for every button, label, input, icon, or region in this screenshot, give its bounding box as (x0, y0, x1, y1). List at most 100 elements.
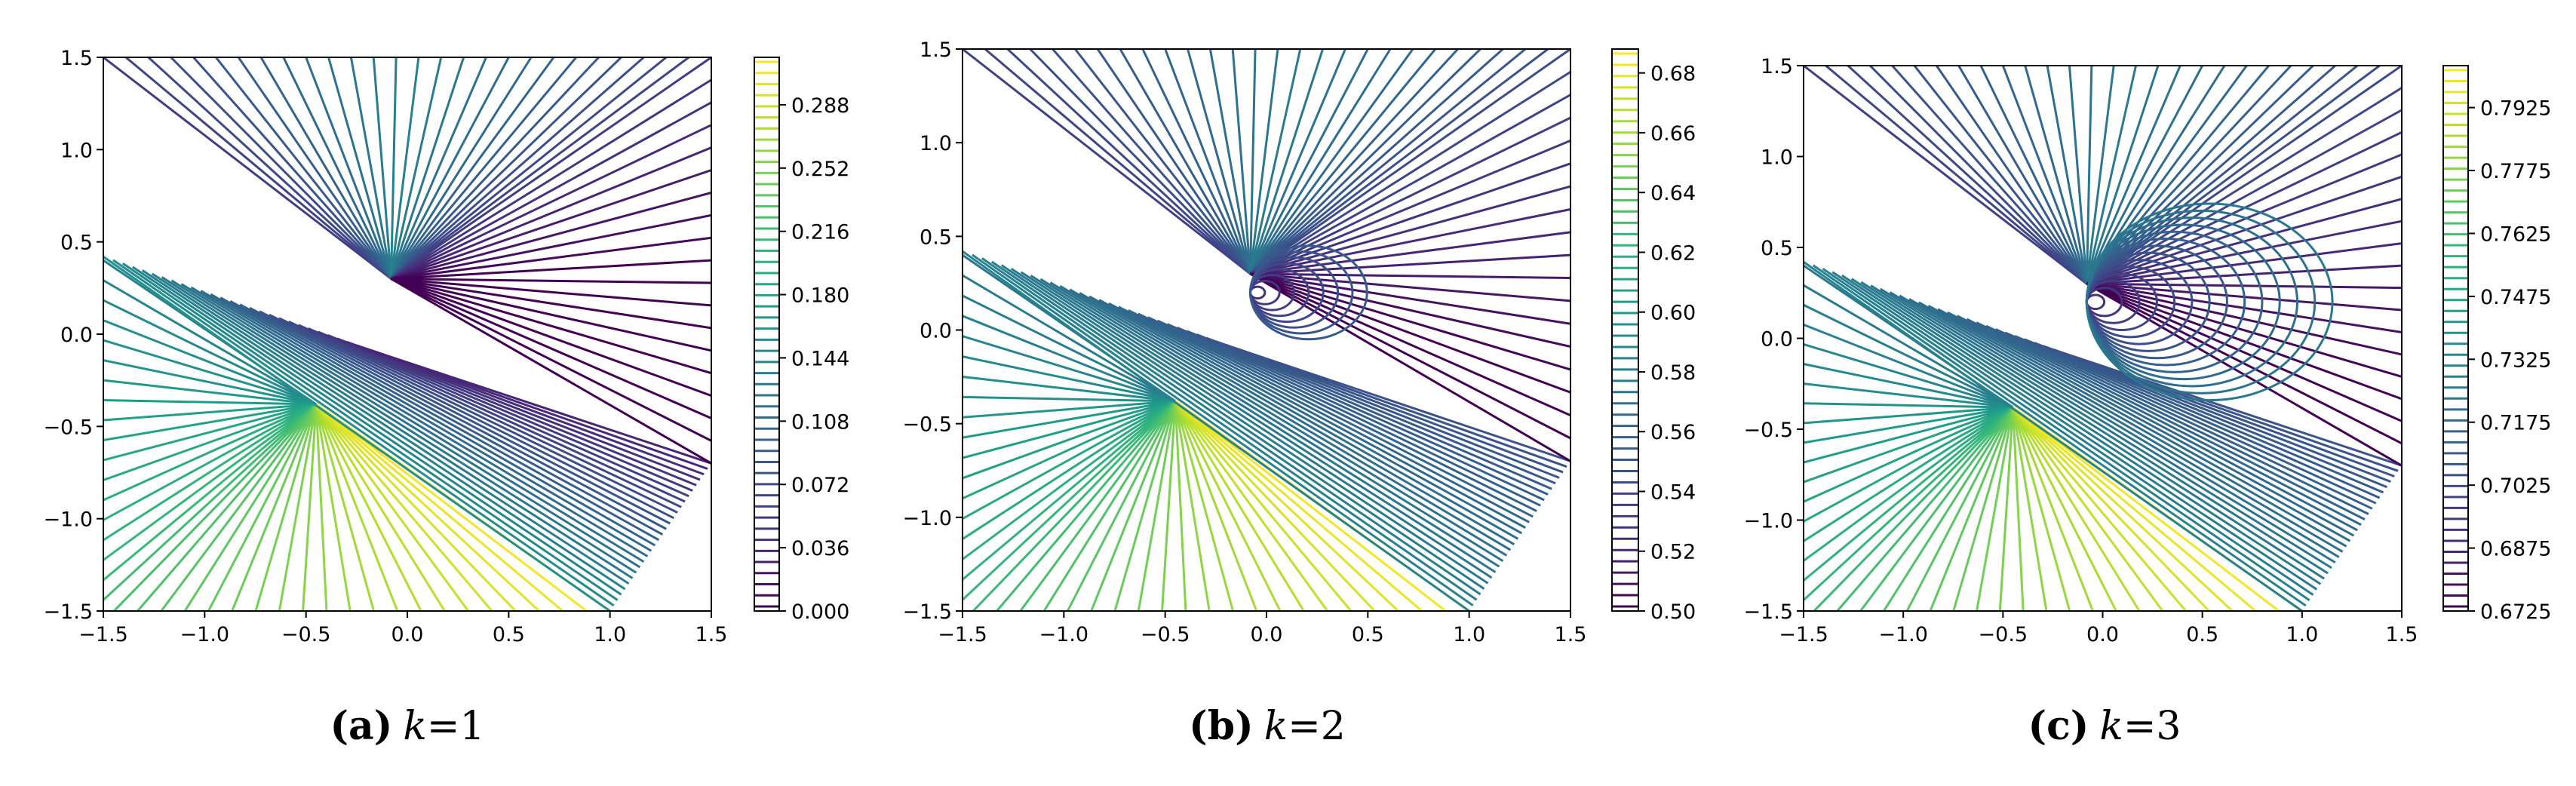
y-tick-label: 0.5 (1761, 237, 1793, 260)
contour-line (1176, 326, 1552, 490)
contour-line (288, 320, 682, 508)
colorbar-tick-label: 0.52 (1650, 541, 1696, 564)
contour-line (2012, 407, 2164, 611)
contour-line (2068, 66, 2088, 284)
y-tick-label: −1.5 (43, 600, 93, 624)
contour-line (1804, 406, 2014, 523)
caption-label: (b) (1189, 703, 1254, 749)
contour-line (1249, 49, 1527, 275)
contour-line (131, 266, 622, 596)
contour-line (124, 57, 392, 280)
contour-line (1249, 49, 1302, 275)
contour-line (269, 313, 674, 520)
contour-line (1937, 308, 2355, 537)
contour-line (391, 278, 711, 307)
contour-line (1164, 49, 1251, 275)
contour-line (210, 293, 652, 552)
contour-line (2012, 407, 2117, 611)
contour-line (1913, 66, 2088, 285)
contour-line (103, 403, 317, 442)
contour-line (2086, 282, 2402, 445)
contour-line (231, 404, 318, 611)
colorbar-tick-label: 0.64 (1650, 182, 1696, 205)
x-tick-label: 0.0 (391, 623, 424, 646)
contour-line (315, 404, 469, 611)
y-tick-label: −1.5 (902, 600, 952, 624)
contour-line (963, 400, 1176, 419)
contour-line (963, 400, 1176, 540)
contour-line (391, 278, 711, 284)
contour-line (1137, 401, 1177, 611)
y-tick-label: 0.0 (920, 320, 952, 343)
contour-line (2012, 407, 2071, 611)
contour-line (239, 303, 664, 536)
colorbar-tick-label: 0.252 (791, 158, 849, 181)
contour-line (2012, 407, 2187, 611)
contour-line (390, 146, 711, 280)
contour-line (103, 359, 317, 406)
contour-line (1049, 281, 1504, 563)
contour-line (390, 57, 487, 280)
y-tick-label: 0.0 (60, 324, 93, 347)
colorbar-frame (1611, 48, 1639, 612)
contour-line (2012, 407, 2025, 611)
contour-loop (1249, 285, 1267, 300)
contour-line (2012, 407, 2048, 611)
subfigure-caption: (a) k=1 (330, 703, 484, 749)
contour-line (113, 403, 318, 611)
caption-variable: k (2099, 704, 2123, 749)
contour-line (315, 403, 564, 611)
contour-line (1141, 49, 1251, 275)
contour-line (981, 257, 1478, 601)
contour-line (2024, 338, 2387, 489)
x-tick-label: 0.0 (1251, 623, 1283, 646)
contour-line (315, 403, 588, 611)
contour-line (1804, 261, 2303, 611)
contour-line (1804, 406, 2013, 464)
contour-line (1249, 116, 1570, 275)
contour-line (1804, 343, 2013, 409)
contour-line (1006, 49, 1251, 275)
contour-line (170, 57, 392, 280)
colorbar-tick-label: 0.56 (1650, 421, 1696, 444)
contour-line (1908, 298, 2344, 553)
contour-line (2012, 406, 2234, 611)
contour-line (390, 57, 578, 280)
y-tick-label: 1.5 (60, 47, 93, 70)
contour-line (200, 290, 649, 557)
contour-line (259, 310, 671, 525)
contour-line (103, 319, 317, 406)
contour-line (390, 57, 711, 280)
y-tick-label: 1.0 (60, 139, 93, 162)
y-tick-label: −1.0 (1743, 510, 1793, 533)
contour-line (1850, 278, 2322, 585)
contour-line (1118, 305, 1530, 523)
contour-line (1186, 330, 1556, 485)
contour-lines (963, 49, 1570, 611)
subfigure-caption: (c) k=3 (2028, 703, 2181, 749)
contour-line (1825, 66, 2088, 285)
contour-line (327, 334, 697, 487)
contour-line (1804, 363, 2013, 409)
contour-line (2014, 335, 2384, 494)
caption-value: =1 (427, 704, 485, 749)
contour-line (1052, 49, 1251, 275)
contour-line (1804, 406, 2014, 562)
contour-line (1249, 94, 1570, 275)
contour-line (1249, 49, 1570, 275)
caption-variable: k (1264, 704, 1288, 749)
contour-line (1249, 49, 1504, 275)
contour-line (1804, 323, 2014, 409)
contour-line (103, 57, 392, 280)
contour-line (1250, 272, 1570, 325)
contour-line (990, 260, 1481, 596)
contour-line (390, 124, 711, 280)
contour-line (1880, 287, 2332, 570)
contour-line (2086, 66, 2359, 285)
contour-line (318, 330, 693, 492)
x-tick-label: 0.0 (2086, 623, 2119, 646)
contour-line (327, 57, 392, 280)
x-tick-label: −0.5 (1141, 623, 1190, 646)
contour-line (2085, 66, 2138, 284)
contour-line (1174, 401, 1258, 611)
